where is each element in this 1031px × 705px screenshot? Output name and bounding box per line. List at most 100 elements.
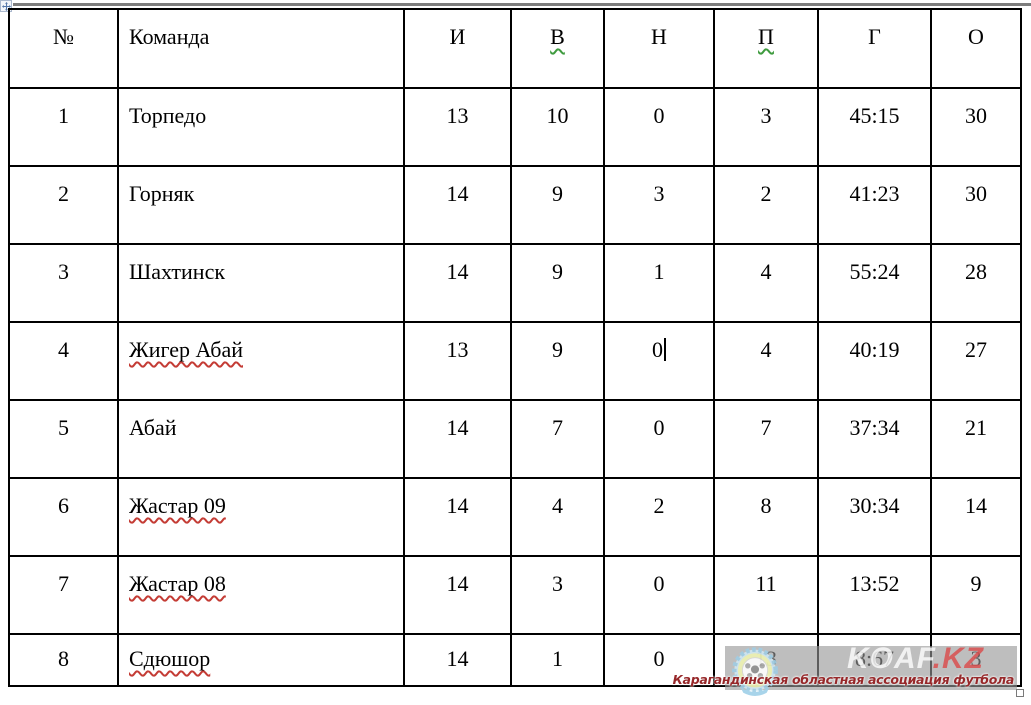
text-cursor [664,338,666,361]
cell-wins[interactable]: 9 [510,321,605,401]
column-header-label: Г [868,24,881,49]
cell-losses[interactable]: 4 [713,243,819,323]
column-header-points[interactable]: О [930,8,1022,89]
cell-games[interactable]: 14 [403,633,512,687]
cell-text: 1 [653,259,665,284]
cell-text: 2 [58,181,69,206]
column-header-goals[interactable]: Г [817,8,932,89]
cell-wins[interactable]: 7 [510,399,605,479]
cell-text: 30:34 [849,493,900,518]
cell-draws[interactable]: 3 [603,165,715,245]
cell-games[interactable]: 13 [403,87,512,167]
cell-text: 7 [552,415,563,440]
cell-num[interactable]: 6 [8,477,119,557]
table-row: 4 Жигер Абай 13 9 0 4 40:19 27 [8,321,1022,401]
cell-wins[interactable]: 9 [510,165,605,245]
cell-points[interactable]: 21 [930,399,1022,479]
cell-text: Жастар 08 [129,571,226,596]
cell-points[interactable]: 30 [930,87,1022,167]
cell-team[interactable]: Абай [117,399,405,479]
cell-text: 4 [760,259,772,284]
cell-wins[interactable]: 10 [510,87,605,167]
column-header-label: О [968,24,984,49]
cell-wins[interactable]: 1 [510,633,605,687]
cell-games[interactable]: 14 [403,243,512,323]
cell-num[interactable]: 4 [8,321,119,401]
header-row: № Команда И В Н П Г О [8,8,1022,89]
column-header-games[interactable]: И [403,8,512,89]
cell-text: Жастар 09 [129,493,226,518]
cell-text: 9 [552,181,563,206]
column-header-num[interactable]: № [8,8,119,89]
cell-games[interactable]: 14 [403,165,512,245]
image-resize-handle[interactable] [1016,689,1024,697]
table-row: 1 Торпедо 13 10 0 3 45:15 30 [8,87,1022,167]
cell-goals[interactable]: 45:15 [817,87,932,167]
cell-draws[interactable]: 1 [603,243,715,323]
football-association-logo-icon [728,646,782,700]
cell-team[interactable]: Сдюшор [117,633,405,687]
cell-losses[interactable]: 4 [713,321,819,401]
cell-points[interactable]: 27 [930,321,1022,401]
cell-num[interactable]: 8 [8,633,119,687]
column-header-label: П [758,24,774,49]
cell-team[interactable]: Жигер Абай [117,321,405,401]
cell-text: 2 [653,493,665,518]
cell-num[interactable]: 3 [8,243,119,323]
cell-wins[interactable]: 9 [510,243,605,323]
column-header-team[interactable]: Команда [117,8,405,89]
cell-team[interactable]: Жастар 08 [117,555,405,635]
table-row: 5 Абай 14 7 0 7 37:34 21 [8,399,1022,479]
cell-losses[interactable]: 3 [713,87,819,167]
watermark-brand: KOAF.KZ [847,642,984,676]
cell-goals[interactable]: 37:34 [817,399,932,479]
column-header-losses[interactable]: П [713,8,819,89]
cell-games[interactable]: 14 [403,477,512,557]
cell-text: 30 [965,103,987,128]
cell-text: 6 [58,493,69,518]
cell-team[interactable]: Торпедо [117,87,405,167]
cell-goals[interactable]: 30:34 [817,477,932,557]
watermark-overlay: KOAF.KZ Карагандинская областная ассоциа… [673,642,1017,696]
cell-team[interactable]: Шахтинск [117,243,405,323]
cell-losses[interactable]: 8 [713,477,819,557]
cell-wins[interactable]: 3 [510,555,605,635]
column-header-wins[interactable]: В [510,8,605,89]
cell-draws[interactable]: 0 [603,555,715,635]
cell-points[interactable]: 28 [930,243,1022,323]
watermark-brand-main: KOAF [847,642,933,675]
cell-text: 3 [552,571,563,596]
cell-points[interactable]: 30 [930,165,1022,245]
cell-text: Горняк [129,181,195,206]
cell-draws[interactable]: 0 [603,321,715,401]
cell-losses[interactable]: 11 [713,555,819,635]
cell-goals[interactable]: 40:19 [817,321,932,401]
cell-num[interactable]: 2 [8,165,119,245]
cell-goals[interactable]: 41:23 [817,165,932,245]
cell-draws[interactable]: 0 [603,87,715,167]
column-header-draws[interactable]: Н [603,8,715,89]
cell-team[interactable]: Горняк [117,165,405,245]
cell-num[interactable]: 5 [8,399,119,479]
cell-goals[interactable]: 55:24 [817,243,932,323]
cell-points[interactable]: 14 [930,477,1022,557]
cell-goals[interactable]: 13:52 [817,555,932,635]
cell-draws[interactable]: 2 [603,477,715,557]
cell-games[interactable]: 14 [403,399,512,479]
cell-games[interactable]: 13 [403,321,512,401]
cell-points[interactable]: 9 [930,555,1022,635]
cell-text: 45:15 [849,103,900,128]
cell-text: 3 [760,103,772,128]
cell-draws[interactable]: 0 [603,399,715,479]
table-row: 7 Жастар 08 14 3 0 11 13:52 9 [8,555,1022,635]
cell-wins[interactable]: 4 [510,477,605,557]
cell-losses[interactable]: 2 [713,165,819,245]
cell-team[interactable]: Жастар 09 [117,477,405,557]
cell-losses[interactable]: 7 [713,399,819,479]
cell-draws[interactable]: 0 [603,633,715,687]
cell-num[interactable]: 7 [8,555,119,635]
cell-text: 1 [552,646,563,671]
cell-games[interactable]: 14 [403,555,512,635]
cell-text: Сдюшор [129,646,211,671]
cell-num[interactable]: 1 [8,87,119,167]
